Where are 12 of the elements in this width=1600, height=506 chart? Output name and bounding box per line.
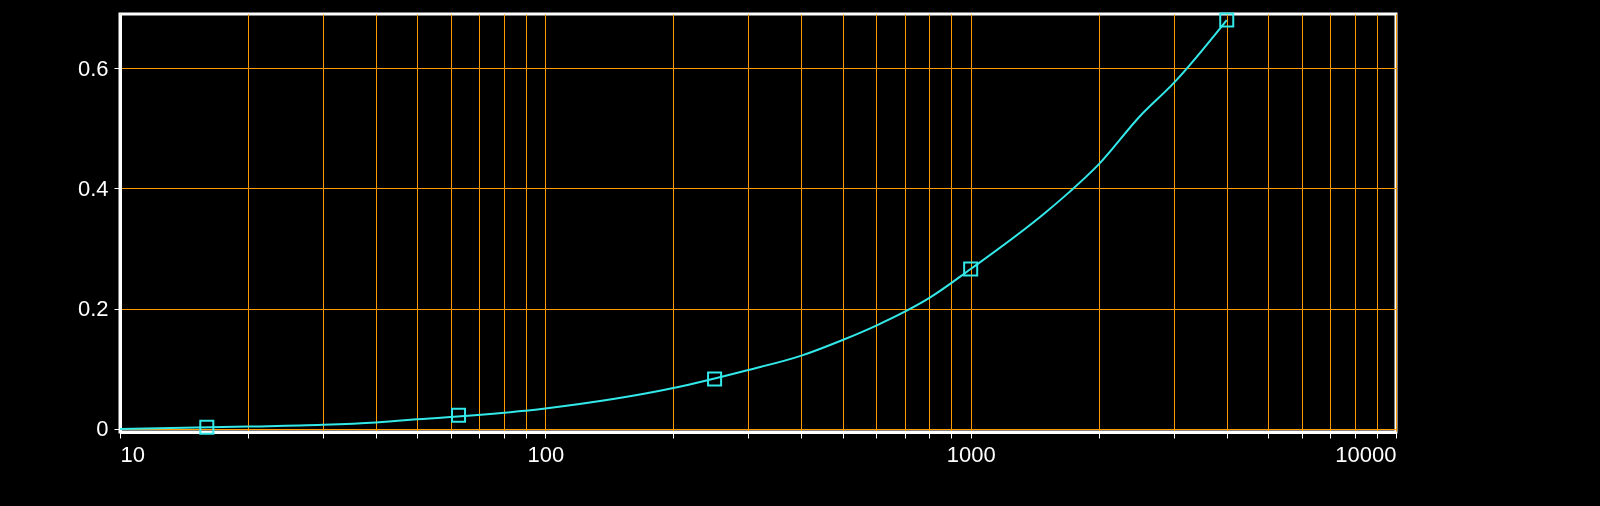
x-tick-label: 10000 <box>1335 441 1397 467</box>
x-tick-label: 1000 <box>946 441 996 467</box>
y-tick-label: 0.2 <box>77 296 109 322</box>
point <box>707 371 723 387</box>
x-tick-label: 10 <box>120 441 145 467</box>
y-tick-label: 0 <box>96 416 109 442</box>
point <box>1219 12 1235 28</box>
point <box>451 407 467 423</box>
point <box>963 261 979 277</box>
x-tick-label: 100 <box>527 441 565 467</box>
y-tick-label: 0.6 <box>77 55 109 81</box>
y-tick-label: 0.4 <box>77 175 109 201</box>
